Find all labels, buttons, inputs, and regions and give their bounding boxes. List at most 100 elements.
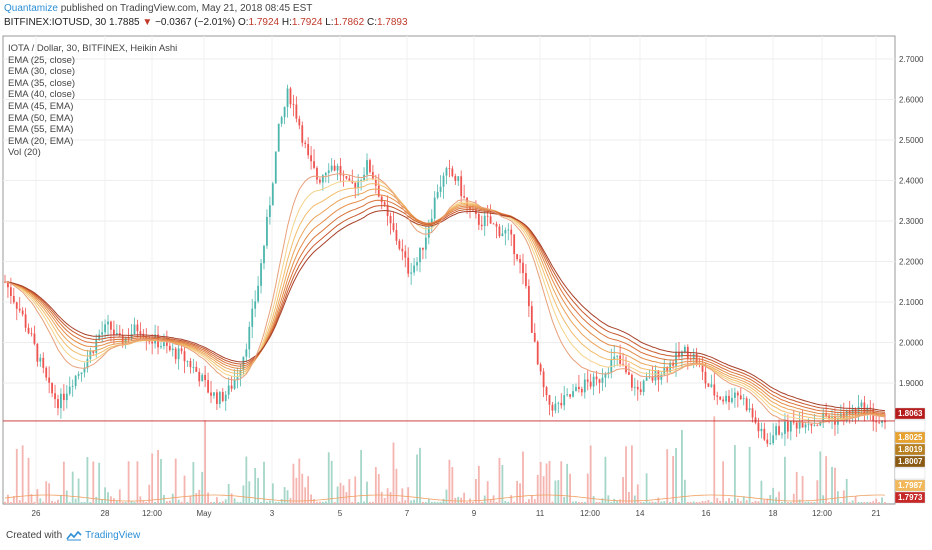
volume-bar (413, 499, 415, 504)
volume-bar (869, 501, 872, 504)
volume-bar (298, 458, 301, 504)
price-change: −0.0367 (−2.01%) (155, 17, 236, 28)
candle-body (416, 262, 418, 266)
candle-body (630, 374, 633, 388)
volume-bar (772, 487, 775, 504)
candle-body (254, 301, 257, 309)
candle-body (151, 341, 154, 344)
x-tick-label: May (196, 509, 211, 518)
candle-body (786, 421, 789, 432)
volume-bar (30, 494, 33, 504)
price-label-box (894, 443, 926, 456)
last-price: 1.7885 (109, 17, 140, 28)
volume-bar (245, 456, 248, 504)
volume-bar (657, 497, 660, 504)
candle-body (77, 374, 80, 376)
candle-body (195, 366, 198, 372)
candle-body (107, 321, 109, 325)
candle-body (795, 422, 798, 429)
candle-body (545, 387, 548, 396)
volume-bar (701, 500, 704, 504)
candle-body (530, 306, 533, 333)
volume-bar (863, 501, 866, 504)
volume-bar (57, 499, 59, 504)
candle-body (733, 392, 736, 398)
volume-bar (327, 452, 330, 504)
candle-body (286, 88, 289, 107)
volume-bar (71, 471, 74, 504)
volume-bar (542, 476, 545, 504)
candle-body (642, 380, 645, 392)
candle-body (257, 285, 260, 302)
author-link[interactable]: Quantamize (4, 3, 58, 14)
volume-bar (457, 496, 460, 504)
volume-bar (192, 461, 195, 504)
volume-bar (374, 466, 377, 504)
volume-bar (501, 464, 504, 504)
volume-bar (363, 501, 365, 504)
candle-body (351, 180, 354, 183)
candle-body (165, 342, 168, 346)
chart-legend: IOTA / Dollar, 30, BITFINEX, Heikin Ashi… (8, 43, 177, 159)
price-label-text: 1.8025 (898, 433, 923, 442)
x-tick-label: 16 (702, 509, 711, 518)
volume-bar (845, 478, 848, 504)
candle-body (728, 395, 730, 403)
candle-body (881, 420, 883, 423)
volume-bar (345, 492, 348, 504)
volume-bar (698, 502, 701, 504)
volume-bar (766, 498, 769, 504)
candle-body (413, 265, 415, 273)
x-tick-label: 21 (872, 509, 881, 518)
volume-bar (625, 446, 627, 504)
volume-bar (645, 473, 648, 504)
volume-bar (572, 501, 574, 504)
tradingview-link[interactable]: TradingView (66, 530, 140, 541)
volume-bar (713, 416, 716, 504)
candle-body (781, 433, 783, 435)
x-tick-label: 14 (636, 509, 645, 518)
candle-body (327, 170, 330, 173)
candle-body (454, 176, 457, 181)
candle-body (171, 348, 174, 351)
price-chart[interactable]: 2.7000 2.6000 2.5000 2.4000 2.3000 2.2000 2.10… (0, 34, 932, 526)
volume-bar (189, 495, 192, 504)
candle-body (475, 210, 477, 214)
volume-bar (492, 495, 495, 504)
publish-info: Quantamize published on TradingView.com,… (4, 3, 312, 14)
candle-body (719, 396, 722, 400)
volume-bar (660, 501, 663, 504)
volume-bar (65, 490, 68, 504)
candle-body (486, 215, 489, 217)
candle-body (772, 435, 775, 444)
candle-body (104, 324, 106, 333)
volume-bar (177, 499, 180, 504)
candle-body (168, 345, 171, 351)
volume-bar (7, 494, 9, 504)
volume-bar (157, 450, 159, 504)
candle-body (460, 176, 463, 197)
volume-bar (848, 501, 851, 504)
volume-bar (383, 497, 386, 504)
volume-bar (33, 501, 36, 504)
legend-volume: Vol (20) (8, 147, 41, 159)
volume-bar (9, 501, 12, 504)
x-tick-label: 12:00 (142, 509, 163, 518)
candle-body (404, 251, 407, 258)
volume-bar (589, 445, 592, 504)
volume-bar (277, 501, 280, 504)
candle-body (536, 341, 539, 365)
candle-body (366, 160, 368, 175)
volume-bar (183, 475, 186, 504)
candle-body (713, 384, 716, 396)
volume-bar (321, 501, 324, 504)
volume-bar (136, 461, 139, 504)
candle-body (498, 226, 501, 237)
candle-body (112, 329, 115, 336)
volume-bar (24, 501, 27, 504)
volume-bar (130, 501, 133, 504)
candle-body (583, 379, 586, 393)
volume-bar (39, 498, 42, 504)
volume-bar (857, 501, 860, 504)
volume-bar (695, 501, 698, 504)
